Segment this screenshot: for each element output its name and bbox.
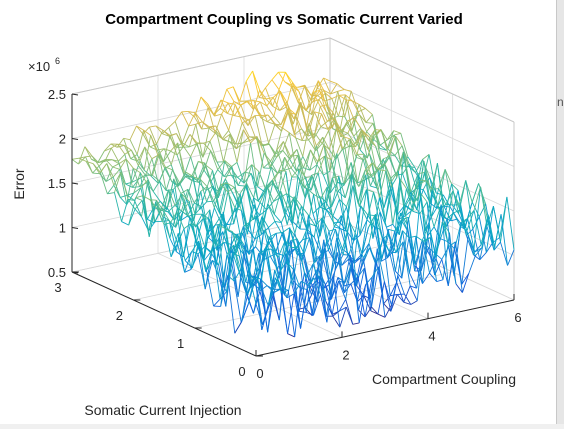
x-tick-label: 4: [428, 329, 435, 344]
x-tick-label: 0: [256, 366, 263, 381]
surface-mesh-line: [378, 314, 385, 317]
surface-mesh-line: [397, 282, 404, 302]
z-exponent-label: ×10 6: [28, 56, 60, 74]
z-tick-label: 2.5: [48, 87, 66, 102]
x-axis-line: [256, 300, 514, 356]
surface-mesh-line: [343, 255, 350, 256]
surface-mesh-line: [93, 173, 100, 174]
surface-mesh-line: [346, 261, 352, 299]
z-tick-label: 2: [59, 132, 66, 147]
surface-mesh-line: [262, 305, 268, 325]
surface-mesh-line: [288, 334, 295, 337]
y-tick-label: 1: [177, 336, 184, 351]
surface-mesh-line: [356, 235, 363, 258]
surface-mesh-line: [234, 281, 241, 322]
y-tick-label: 0: [238, 364, 245, 379]
y-tick-label: 2: [116, 308, 123, 323]
surface-mesh-line: [205, 260, 212, 289]
side-panel-strip: [556, 0, 564, 424]
figure-window: Compartment Coupling vs Somatic Current …: [0, 0, 556, 424]
chart-title: Compartment Coupling vs Somatic Current …: [105, 11, 463, 28]
surface-mesh-line: [353, 323, 359, 324]
y-tick-label: 3: [54, 280, 61, 295]
surface-mesh-line: [146, 175, 152, 176]
surface-mesh-line: [206, 270, 213, 306]
x-tick-label: 2: [342, 347, 349, 362]
z-axis-label: Error: [11, 168, 27, 199]
surface-mesh-line: [228, 275, 235, 333]
surface-mesh-line: [419, 180, 425, 181]
surface-mesh-line: [346, 307, 352, 324]
surface-mesh-line: [238, 185, 245, 186]
z-tick-label: 0.5: [48, 265, 66, 280]
surface-mesh-line: [214, 299, 220, 306]
surface-mesh-line: [437, 280, 443, 282]
surface-mesh-line: [150, 200, 156, 201]
y-axis-label: Somatic Current Injection: [84, 402, 241, 418]
surface-mesh-line: [398, 276, 404, 294]
surface-plot: Compartment Coupling vs Somatic Current …: [0, 0, 556, 424]
surface-mesh-line: [302, 140, 308, 141]
surface-mesh-line: [379, 267, 385, 318]
z-tick-label: 1: [59, 221, 66, 236]
z-exponent-power: 6: [55, 56, 60, 66]
surface-mesh-line: [283, 228, 290, 233]
x-tick-label: 6: [514, 310, 521, 325]
z-exponent-base: ×10: [28, 59, 50, 74]
surface-mesh-line: [411, 301, 417, 305]
x-axis-label: Compartment Coupling: [372, 371, 516, 387]
side-panel-glyph: ni: [557, 95, 564, 109]
surface-mesh-line: [338, 116, 344, 117]
surface-mesh-line: [235, 321, 242, 333]
surface-mesh-line: [321, 295, 327, 323]
z-tick-label: 1.5: [48, 176, 66, 191]
